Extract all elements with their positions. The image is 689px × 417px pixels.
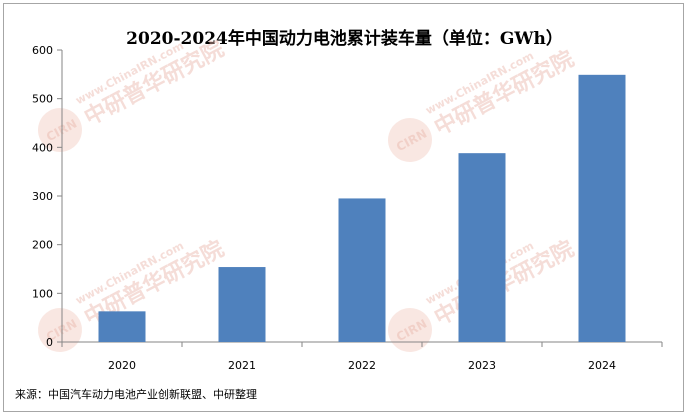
x-tick-label: 2021 <box>228 359 256 372</box>
bar-2023 <box>458 153 506 342</box>
tick-labels: 0 100 200 300 400 500 600 2020 2021 2022 2023 2024 <box>32 44 616 372</box>
bar-2020 <box>98 311 146 342</box>
bar-series <box>98 74 626 342</box>
source-note: 来源：中国汽车动力电池产业创新联盟、中研整理 <box>15 388 257 401</box>
bar-2022 <box>338 198 386 342</box>
chart-title: 2020-2024年中国动力电池累计装车量（单位：GWh） <box>126 29 563 49</box>
watermark-badge <box>388 308 432 352</box>
x-tick-label: 2022 <box>348 359 376 372</box>
watermark-badge <box>38 308 82 352</box>
y-tick-label: 300 <box>32 190 53 203</box>
y-tick-label: 200 <box>32 239 53 252</box>
y-tick-label: 400 <box>32 141 53 154</box>
x-tick-label: 2020 <box>108 359 136 372</box>
y-tick-label: 0 <box>46 336 53 349</box>
y-tick-label: 100 <box>32 287 53 300</box>
y-tick-label: 600 <box>32 44 53 57</box>
bar-2021 <box>218 267 266 342</box>
y-tick-label: 500 <box>32 93 53 106</box>
bar-2024 <box>578 74 626 342</box>
x-tick-label: 2024 <box>588 359 616 372</box>
watermark-badge <box>38 108 82 152</box>
watermark-badge <box>388 118 432 162</box>
x-tick-label: 2023 <box>468 359 496 372</box>
